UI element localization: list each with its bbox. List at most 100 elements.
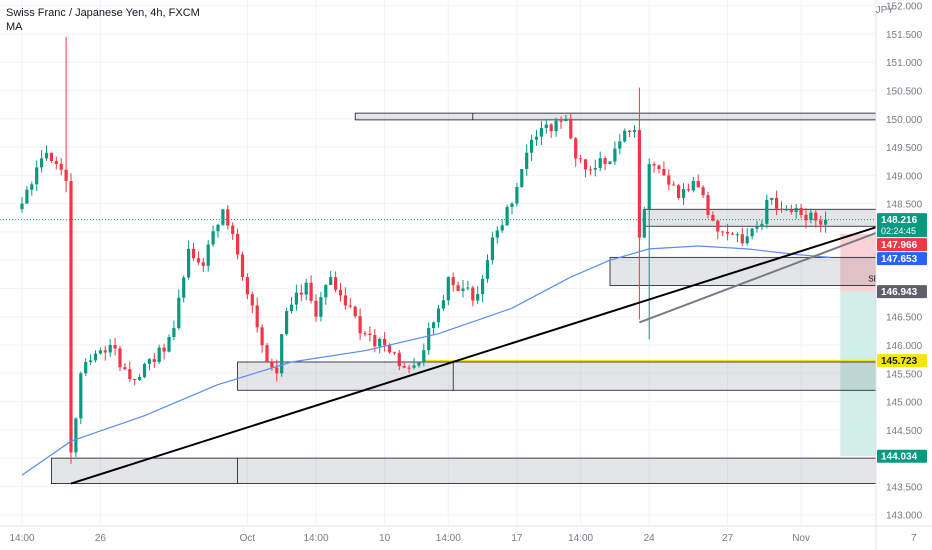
candle-body [716,220,720,232]
candle-body [804,214,808,221]
candle-body [495,230,499,238]
candle-body [118,348,122,368]
candle-body [123,367,127,370]
candle-body [657,165,661,170]
candle-body [89,360,93,363]
candle-body [353,306,357,317]
y-tick-label: 150.500 [886,86,923,97]
candle-body [64,169,68,181]
candle-body [260,327,264,346]
candle-body [515,186,519,204]
symbol-title[interactable]: Swiss Franc / Japanese Yen, 4h, FXCM [6,7,200,19]
candle-body [775,197,779,209]
candle-body [314,300,318,317]
candle-body [329,277,333,285]
candle-body [598,158,602,168]
candle-body [79,373,83,419]
candle-body [662,169,666,176]
candle-body [456,285,460,291]
candle-body [789,209,793,212]
price-label-text: 146.943 [881,287,918,298]
candle-body [809,212,813,221]
candle-body [500,225,504,231]
candle-body [407,367,411,369]
candle-body [196,258,200,263]
candle-body [167,337,171,352]
candle-body [245,277,249,295]
candle-body [726,231,730,234]
price-label-box [877,213,927,238]
price-label-text: 147.653 [881,254,918,265]
candle-body [583,159,588,170]
candle-body [294,292,298,305]
x-tick-label: 27 [722,533,734,544]
moving-average-line [21,245,831,476]
x-tick-label: 24 [644,533,656,544]
candle-body [623,130,627,142]
candle-body [819,220,823,225]
price-label-text: 148.216 [881,215,918,226]
candle-body [25,189,29,204]
candle-body [574,138,578,159]
candle-body [275,367,279,374]
candle-body [255,305,259,328]
candle-body [549,124,553,132]
candle-body [554,120,558,132]
y-tick-label: 146.000 [886,341,923,352]
candle-body [270,361,274,368]
price-label-text: 144.034 [881,452,918,463]
candle-body [637,130,641,238]
candle-body [35,167,39,185]
candle-body [128,369,132,379]
candle-body [113,345,117,349]
candle-body [672,184,676,186]
candle-body [677,185,681,198]
currency-label: JPY [875,5,894,16]
candle-body [569,118,573,139]
candle-body [510,203,514,207]
candle-body [721,231,725,233]
candle-body [30,184,34,190]
candle-body [138,377,142,381]
candle-body [559,120,563,122]
candle-body [182,277,186,298]
candle-body [481,278,485,295]
candle-body [647,164,651,210]
candle-body [304,282,308,295]
candles [20,36,828,464]
price-label-box [877,238,927,252]
candle-body [103,350,107,353]
indicator-legend-ma[interactable]: MA [6,21,23,33]
candle-body [397,352,401,367]
candle-body [681,189,686,198]
candle-body [534,136,539,140]
candle-body [177,297,181,329]
price-label-box [877,449,927,463]
candle-body [40,158,44,168]
y-tick-label: 148.500 [886,200,923,211]
x-tick-label: 14:00 [436,533,461,544]
candle-body [691,180,695,191]
candle-body [632,130,637,132]
y-tick-label: 151.000 [886,58,923,69]
candle-body [539,128,543,137]
x-tick-label: 10 [379,533,391,544]
y-tick-label: 145.500 [886,369,923,380]
candle-body [338,289,343,296]
candle-body [441,300,445,309]
candle-body [451,277,455,286]
candle-body [402,366,406,368]
x-tick-label: Nov [792,533,810,544]
candle-body [427,328,431,351]
candle-body [485,260,490,279]
candle-body [628,130,632,132]
candle-body [142,363,147,378]
candle-body [422,350,426,362]
candle-body [231,225,235,235]
candle-body [216,224,220,232]
candle-body [392,352,396,354]
candle-body [191,248,196,259]
candle-body [44,152,49,159]
candle-body [187,248,191,278]
